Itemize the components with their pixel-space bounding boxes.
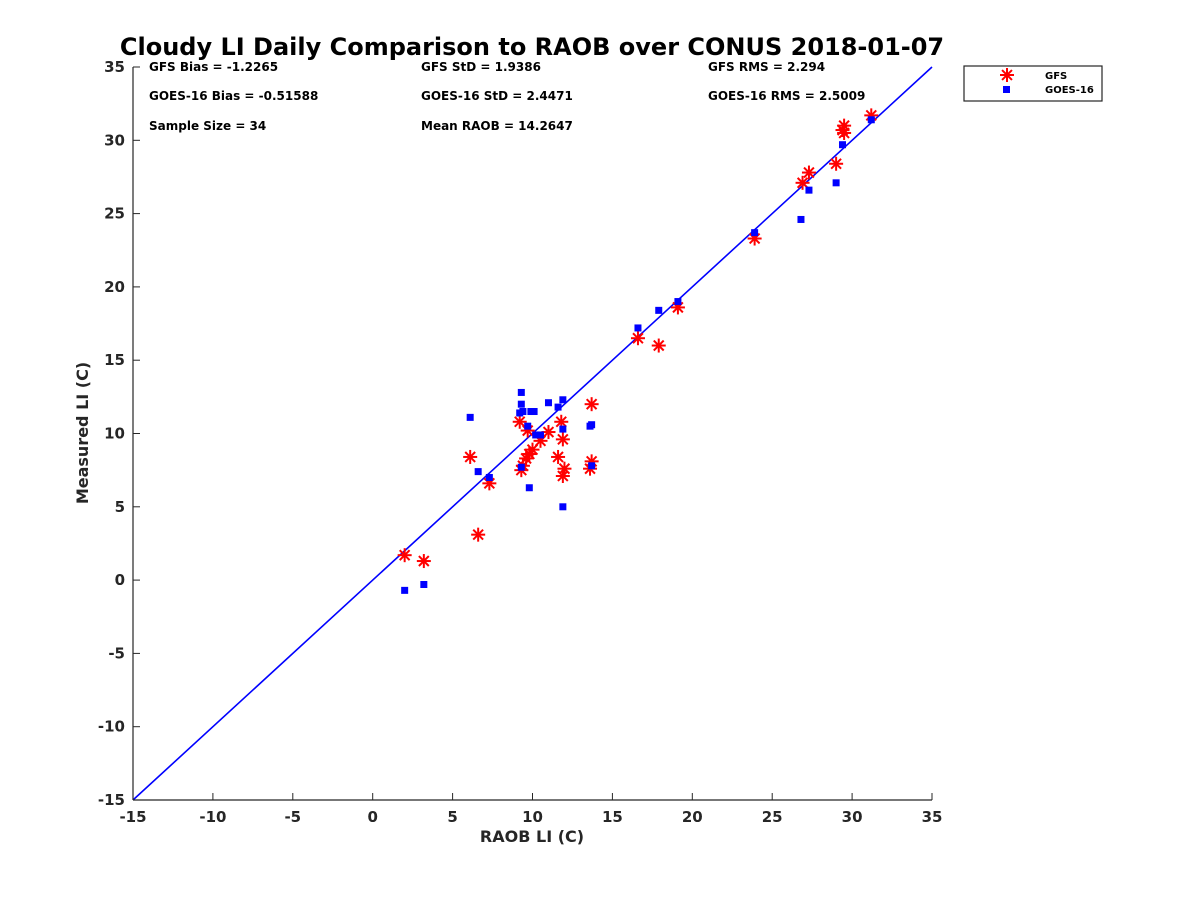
gfs-point: [630, 331, 645, 346]
goes-16-point: [525, 484, 533, 492]
x-tick-label: 20: [682, 808, 703, 826]
goes-16-point: [588, 462, 596, 470]
x-tick-label: -10: [199, 808, 226, 826]
goes-16-point: [559, 425, 567, 433]
y-tick-label: -15: [98, 791, 125, 809]
goes-16-point: [532, 431, 540, 439]
y-tick-label: 10: [104, 425, 125, 443]
legend-goes-16-square-icon: [1003, 86, 1010, 93]
legend-goes-16-label: GOES-16: [1045, 85, 1094, 96]
goes-16-point: [634, 324, 642, 332]
goes-16-point: [401, 586, 409, 594]
goes-16-point: [832, 179, 840, 187]
y-tick-label: 35: [104, 58, 125, 76]
y-tick-label: 25: [104, 205, 125, 223]
gfs-point: [584, 397, 599, 412]
stat-gfs-std: GFS StD = 1.9386: [421, 60, 541, 74]
x-tick-label: 5: [447, 808, 457, 826]
y-tick-label: 20: [104, 278, 125, 296]
goes-16-point: [554, 403, 562, 411]
legend-box: [963, 65, 1103, 102]
goes-16-point: [517, 463, 525, 471]
goes-16-point: [559, 396, 567, 404]
legend-gfs-asterisk-shape: [1000, 68, 1014, 82]
gfs-point: [555, 469, 570, 484]
y-tick-label: 5: [115, 498, 125, 516]
goes-16-point: [517, 400, 525, 408]
x-tick-label: 35: [922, 808, 943, 826]
legend-gfs-asterisk-icon: [1000, 68, 1014, 82]
goes-16-point: [517, 388, 525, 396]
stat-goes-std: GOES-16 StD = 2.4471: [421, 89, 573, 103]
stat-gfs-bias: GFS Bias = -1.2265: [149, 60, 278, 74]
gfs-point: [795, 175, 810, 190]
x-tick-label: -5: [284, 808, 301, 826]
goes-16-point: [485, 473, 493, 481]
gfs-point: [397, 548, 412, 563]
goes-16-point: [867, 116, 875, 124]
goes-16-point: [420, 580, 428, 588]
stats-annotations: GFS Bias = -1.2265 GFS StD = 1.9386 GFS …: [149, 60, 865, 133]
gfs-point: [512, 414, 527, 429]
stat-sample-size: Sample Size = 34: [149, 119, 266, 133]
gfs-point: [525, 442, 540, 457]
stat-gfs-rms: GFS RMS = 2.294: [708, 60, 825, 74]
goes-16-point: [588, 421, 596, 429]
goes-16-point: [466, 413, 474, 421]
goes-16-series: [401, 116, 875, 594]
goes-16-point: [536, 431, 544, 439]
legend: GFS GOES-16: [963, 65, 1103, 102]
y-tick-label: -5: [108, 644, 125, 662]
y-tick-label: 15: [104, 351, 125, 369]
gfs-point: [829, 156, 844, 171]
gfs-point: [551, 449, 566, 464]
gfs-point: [801, 165, 816, 180]
goes-16-point: [805, 186, 813, 194]
y-tick-label: 0: [115, 571, 125, 589]
stat-goes-rms: GOES-16 RMS = 2.5009: [708, 89, 865, 103]
goes-16-point: [674, 298, 682, 306]
x-tick-label: 10: [522, 808, 543, 826]
goes-16-point: [524, 422, 532, 430]
x-tick-label: 30: [842, 808, 863, 826]
x-tick-label: 0: [367, 808, 377, 826]
gfs-point: [471, 527, 486, 542]
goes-16-point: [474, 468, 482, 476]
x-tick-label: 25: [762, 808, 783, 826]
goes-16-point: [839, 141, 847, 149]
stat-mean-raob: Mean RAOB = 14.2647: [421, 119, 573, 133]
gfs-point: [416, 554, 431, 569]
gfs-point: [463, 449, 478, 464]
goes-16-point: [530, 408, 538, 416]
gfs-point: [837, 125, 852, 140]
gfs-point: [555, 432, 570, 447]
x-tick-label: -15: [119, 808, 146, 826]
goes-16-point: [559, 503, 567, 511]
y-axis-ticks: -15 -10 -5 0 5 10 15 20 25 30 35: [98, 58, 140, 809]
y-axis-label: Measured LI (C): [73, 362, 92, 504]
goes-16-point: [519, 408, 527, 416]
goes-16-point: [797, 215, 805, 223]
x-tick-label: 15: [602, 808, 623, 826]
gfs-point: [651, 338, 666, 353]
stat-goes-bias: GOES-16 Bias = -0.51588: [149, 89, 318, 103]
x-axis-label: RAOB LI (C): [480, 827, 584, 846]
x-axis-ticks: -15 -10 -5 0 5 10 15 20 25 30 35: [119, 793, 942, 826]
goes-16-point: [544, 399, 552, 407]
y-tick-label: -10: [98, 718, 125, 736]
legend-gfs-label: GFS: [1045, 71, 1067, 82]
y-tick-label: 30: [104, 131, 125, 149]
goes-16-point: [751, 229, 759, 237]
goes-16-point: [655, 306, 663, 314]
chart-title: Cloudy LI Daily Comparison to RAOB over …: [120, 33, 944, 61]
